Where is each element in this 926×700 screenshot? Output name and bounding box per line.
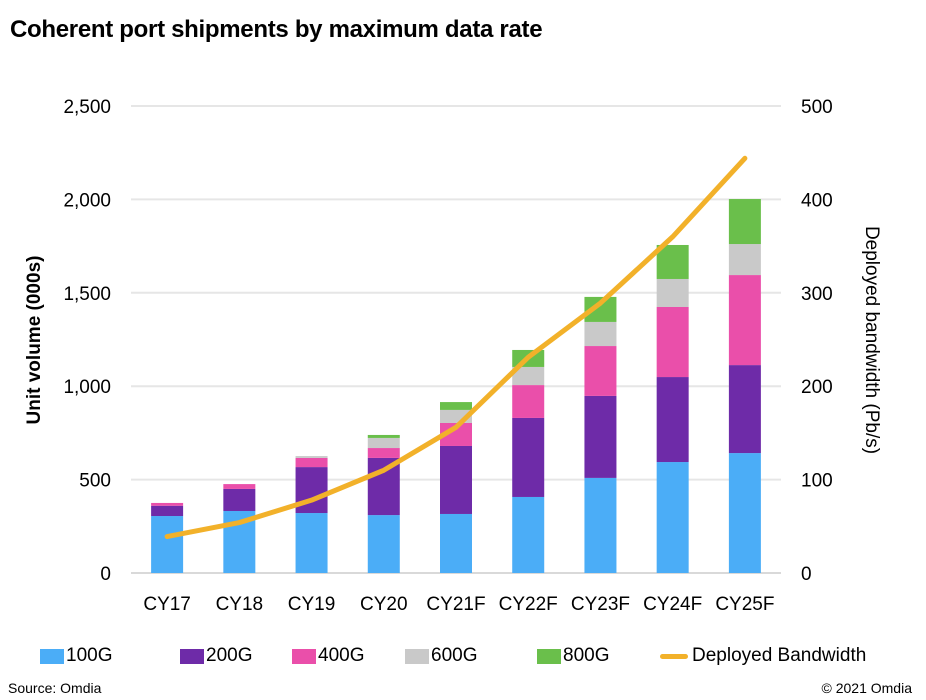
bar-segment-200g-cy23f [584, 395, 617, 478]
y-axis-title: Unit volume (000s) [24, 256, 45, 425]
bar-segment-800g-cy25f [728, 199, 761, 245]
legend-swatch [405, 648, 429, 664]
legend-label: 200G [206, 645, 253, 666]
bar-segment-400g-cy19 [295, 457, 328, 468]
bar-segment-100g-cy20 [367, 515, 400, 573]
legend: 100G 200G 400G 600G 800G Deployed Bandwidth [0, 645, 926, 673]
bar-segment-400g-cy22f [512, 385, 545, 418]
legend-label: Deployed Bandwidth [692, 645, 867, 666]
x-tick-label: CY22F [499, 594, 558, 615]
y2-tick-label: 300 [801, 284, 833, 305]
x-tick-label: CY20 [360, 594, 408, 615]
bar-segment-800g-cy24f [656, 244, 689, 279]
bandwidth-line [164, 155, 748, 540]
bar-segment-400g-cy23f [584, 346, 617, 396]
bar-segment-400g-cy18 [223, 484, 256, 489]
bar-segment-600g-cy25f [728, 244, 761, 276]
bar-segment-200g-cy25f [728, 365, 761, 454]
x-tick-label: CY18 [216, 594, 264, 615]
legend-label: 400G [318, 645, 365, 666]
y-tick-label: 2,500 [63, 97, 111, 118]
y-tick-label: 1,000 [63, 377, 111, 398]
bar-segment-600g-cy22f [512, 366, 545, 386]
bar-segment-200g-cy22f [512, 417, 545, 497]
bar-segment-100g-cy17 [151, 516, 184, 573]
bar-segment-100g-cy21f [440, 513, 472, 573]
legend-item-600g: 600G [405, 645, 477, 667]
legend-label: 100G [66, 645, 113, 666]
legend-swatch [537, 648, 561, 664]
bar-segment-400g-cy25f [728, 275, 761, 366]
bar-segment-200g-cy21f [440, 445, 472, 514]
x-tick-label: CY19 [288, 594, 336, 615]
source-note: Source: Omdia [8, 680, 102, 696]
legend-item-200g: 200G [180, 645, 252, 667]
bar-segment-400g-cy17 [151, 502, 184, 506]
x-tick-label: CY24F [643, 594, 702, 615]
y2-tick-label: 100 [801, 471, 833, 492]
y-tick-label: 0 [100, 564, 111, 585]
y2-tick-label: 400 [801, 190, 833, 211]
x-axis-ticks: CY17 CY18 CY19 CY20 CY21F CY22F CY23F CY24F CY25… [143, 594, 774, 615]
legend-label: 800G [563, 645, 610, 666]
copyright-note: © 2021 Omdia [821, 680, 912, 696]
bar-segment-100g-cy23f [584, 477, 617, 573]
bar-segment-600g-cy23f [584, 321, 617, 347]
y-tick-label: 2,000 [63, 190, 111, 211]
legend-item-800g: 800G [537, 645, 609, 667]
chart-plot-area: 0 500 1,000 1,500 2,000 2,500 0 100 200 300 400 50… [24, 97, 882, 615]
bar-segment-600g-cy24f [656, 278, 689, 307]
y2-tick-label: 200 [801, 377, 833, 398]
bar-segment-400g-cy20 [367, 448, 400, 458]
bar-segment-200g-cy24f [656, 377, 689, 463]
bar-segment-800g-cy20 [367, 434, 400, 438]
x-tick-label: CY21F [426, 594, 485, 615]
x-tick-label: CY17 [143, 594, 191, 615]
x-tick-label: CY23F [571, 594, 630, 615]
bar-segment-100g-cy22f [512, 496, 545, 573]
legend-swatch [180, 648, 204, 664]
legend-swatch [292, 648, 316, 664]
x-tick-label: CY25F [715, 594, 774, 615]
right-axis-ticks: 0 100 200 300 400 500 [801, 97, 833, 585]
bar-segment-600g-cy19 [295, 456, 328, 458]
bar-segment-800g-cy21f [440, 402, 472, 410]
bar-segment-200g-cy18 [223, 488, 256, 511]
y2-tick-label: 500 [801, 97, 833, 118]
chart-title: Coherent port shipments by maximum data … [10, 16, 543, 43]
y-tick-label: 500 [79, 471, 111, 492]
bar-segment-400g-cy21f [440, 422, 472, 446]
bar-segment-100g-cy24f [656, 462, 689, 573]
legend-swatch [40, 648, 64, 664]
bar-segment-100g-cy25f [728, 453, 761, 573]
legend-item-400g: 400G [292, 645, 364, 667]
bar-segment-100g-cy19 [295, 513, 328, 573]
y2-tick-label: 0 [801, 564, 812, 585]
left-axis-ticks: 0 500 1,000 1,500 2,000 2,500 [63, 97, 111, 585]
y2-axis-title: Deployed bandwidth (Pb/s) [861, 226, 882, 454]
y-tick-label: 1,500 [63, 284, 111, 305]
bar-segment-600g-cy20 [367, 437, 400, 449]
bar-segment-200g-cy17 [151, 505, 184, 517]
legend-item-deployed-bandwidth: Deployed Bandwidth [660, 645, 866, 667]
legend-swatch [660, 653, 688, 659]
legend-item-100g: 100G [40, 645, 112, 667]
legend-label: 600G [431, 645, 478, 666]
bar-segment-400g-cy24f [656, 306, 689, 378]
